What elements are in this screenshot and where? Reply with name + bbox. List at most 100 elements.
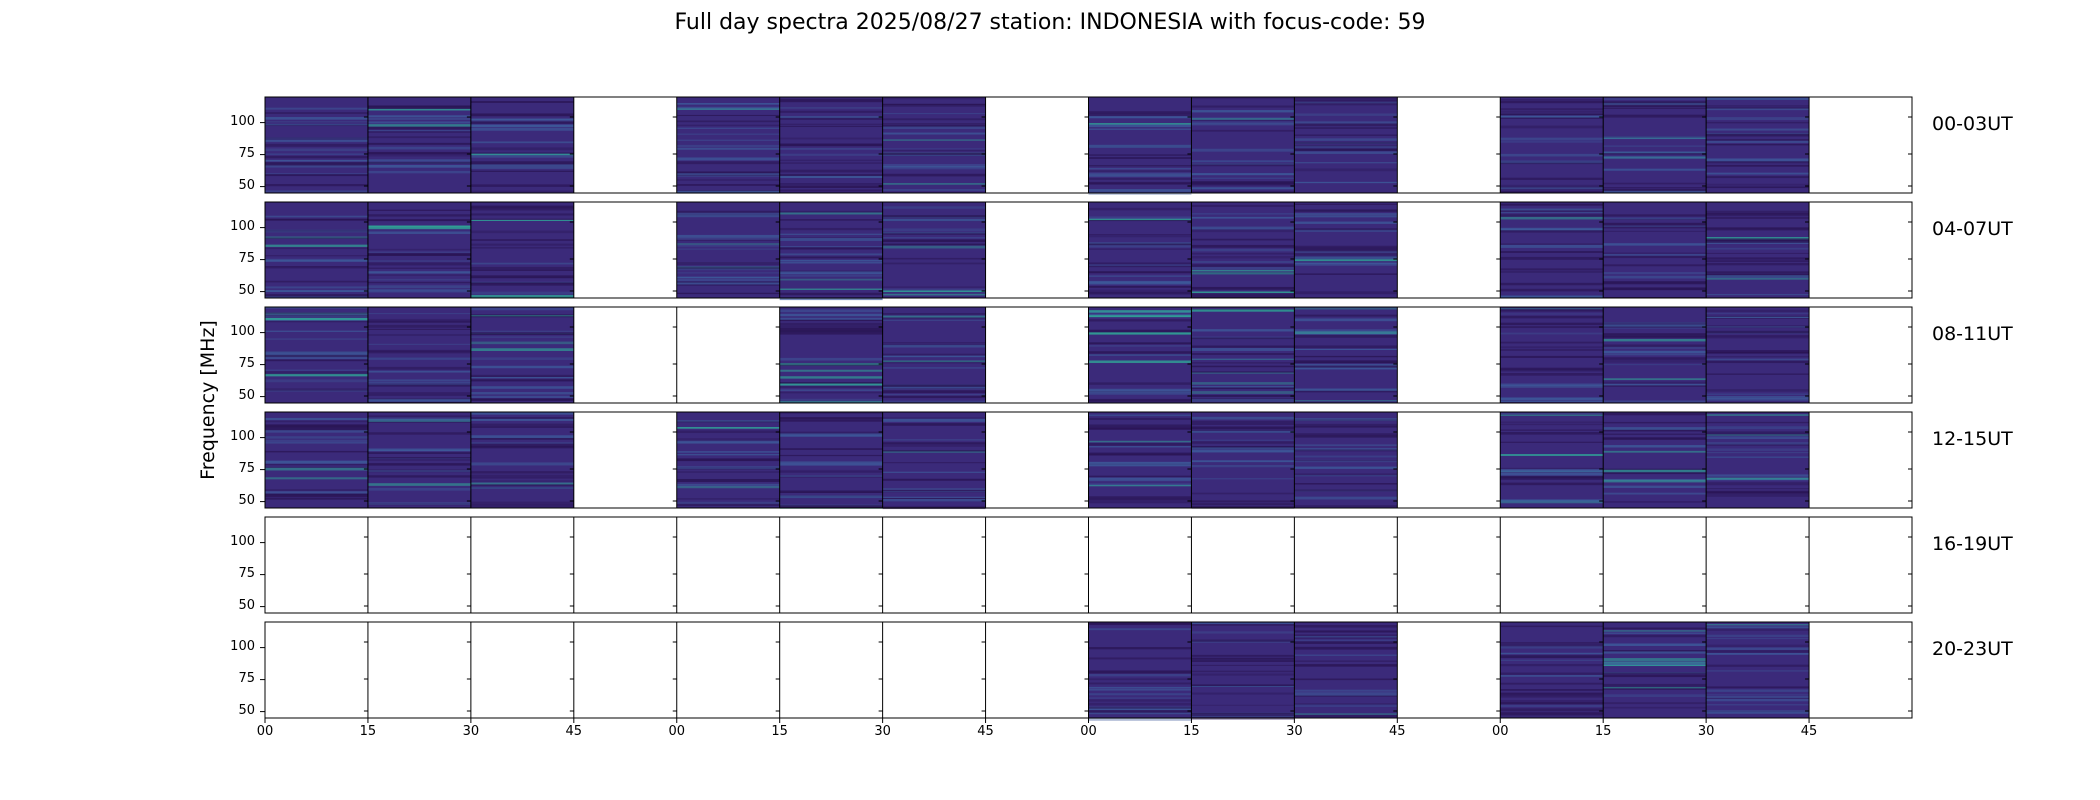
spectral-band	[265, 466, 368, 469]
spectral-band	[1191, 372, 1295, 374]
spectral-band	[882, 488, 986, 491]
spectral-band	[779, 219, 883, 221]
spectral-band	[1706, 628, 1810, 631]
spectral-band	[1294, 641, 1398, 644]
spectral-band	[367, 130, 471, 132]
spectral-band	[1191, 293, 1295, 295]
spectral-band	[1603, 275, 1707, 278]
spectral-band	[1088, 244, 1192, 248]
spectral-band	[265, 379, 368, 383]
spectral-band	[1088, 461, 1192, 465]
spectral-band	[1603, 226, 1707, 229]
spectral-band	[882, 237, 986, 239]
spectral-band	[1500, 475, 1604, 479]
spectral-band	[779, 475, 883, 477]
spectral-band	[470, 374, 574, 377]
spectral-band	[1500, 643, 1604, 647]
y-tick-label: 100	[230, 218, 255, 234]
spectral-band	[1088, 265, 1192, 267]
spectral-band	[1706, 704, 1810, 706]
spectral-band	[470, 484, 574, 486]
spectral-band	[1191, 269, 1295, 272]
x-tick-label: 15	[771, 724, 788, 739]
spectral-band	[676, 120, 780, 123]
spectral-band	[1191, 423, 1295, 426]
spectral-band	[1603, 276, 1707, 279]
spectral-band	[1191, 371, 1295, 373]
spectral-band	[1500, 431, 1604, 435]
spectral-band	[779, 278, 883, 281]
spectral-band	[882, 153, 986, 156]
spectral-band	[1294, 691, 1398, 695]
spectral-band	[470, 332, 574, 336]
spectral-band	[1294, 366, 1398, 370]
spectral-band	[1294, 695, 1398, 697]
spectral-band	[265, 417, 368, 421]
spectral-band	[470, 262, 574, 264]
spectral-band	[779, 247, 883, 249]
row-label: 08-11UT	[1932, 323, 2013, 345]
y-tick-label: 75	[238, 670, 255, 686]
spectral-band	[676, 214, 780, 218]
spectral-band	[1294, 318, 1398, 322]
spectral-band	[1294, 693, 1398, 696]
spectral-band	[1500, 251, 1604, 253]
spectral-band	[1294, 713, 1398, 715]
spectral-band	[470, 480, 574, 482]
spectral-band	[1706, 227, 1810, 230]
y-tick-label: 100	[230, 638, 255, 654]
spectral-band	[1191, 386, 1295, 388]
spectral-band	[1191, 670, 1295, 673]
spectral-band	[1500, 423, 1604, 426]
spectral-band	[882, 361, 986, 364]
spectrogram-panel	[1191, 622, 1295, 718]
spectral-band	[676, 426, 780, 429]
spectral-band	[1088, 271, 1192, 274]
spectral-band	[1294, 664, 1398, 667]
spectral-band	[1706, 431, 1810, 435]
spectral-band	[676, 283, 780, 286]
spectral-band	[1191, 216, 1295, 219]
spectral-band	[1706, 393, 1810, 395]
spectral-band	[265, 237, 368, 240]
spectral-band	[882, 183, 986, 185]
spectral-band	[367, 159, 471, 162]
spectral-band	[1294, 365, 1398, 368]
spectral-band	[1500, 271, 1604, 273]
spectrogram-panel	[367, 307, 471, 403]
spectral-band	[1603, 101, 1707, 104]
spectrogram-panel	[470, 97, 574, 193]
row-label: 12-15UT	[1932, 428, 2013, 450]
spectral-band	[1706, 696, 1810, 699]
spectral-band	[1500, 469, 1604, 472]
spectral-band	[1294, 345, 1398, 349]
spectral-band	[1191, 387, 1295, 390]
spectral-band	[1706, 275, 1810, 279]
spectral-band	[1191, 713, 1295, 717]
spectral-band	[1088, 453, 1192, 456]
spectral-band	[1191, 685, 1295, 687]
spectral-band	[1294, 703, 1398, 706]
spectral-band	[367, 136, 471, 139]
spectral-band	[1088, 424, 1192, 428]
spectral-band	[1706, 437, 1810, 439]
spectral-band	[882, 491, 986, 493]
chart-title: Full day spectra 2025/08/27 station: IND…	[674, 10, 1426, 35]
spectral-band	[676, 234, 780, 238]
spectral-band	[1088, 688, 1192, 691]
spectral-band	[779, 363, 883, 366]
spectral-band	[367, 458, 471, 461]
spectral-band	[1500, 652, 1604, 654]
spectral-band	[367, 343, 471, 345]
spectral-band	[1603, 98, 1707, 100]
spectral-band	[265, 427, 368, 431]
spectral-band	[676, 276, 780, 279]
spectral-band	[1603, 661, 1707, 663]
spectral-band	[882, 132, 986, 135]
spectral-band	[1603, 187, 1707, 189]
spectral-band	[1191, 358, 1295, 361]
spectral-band	[1294, 455, 1398, 458]
spectral-band	[1603, 501, 1707, 503]
spectral-band	[1603, 287, 1707, 290]
spectral-band	[1088, 670, 1192, 674]
